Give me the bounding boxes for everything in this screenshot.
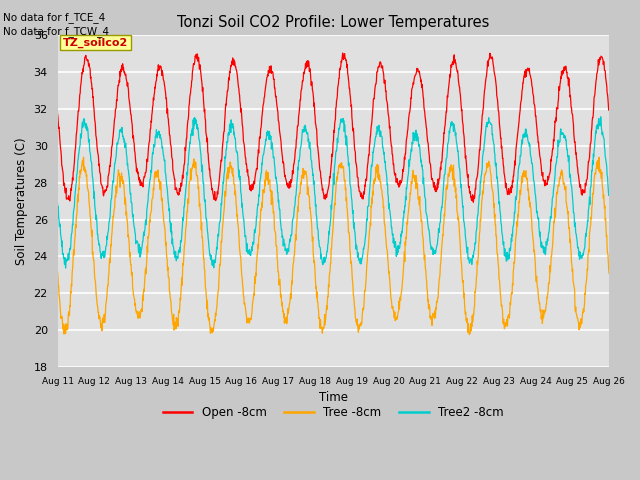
Legend: Open -8cm, Tree -8cm, Tree2 -8cm: Open -8cm, Tree -8cm, Tree2 -8cm xyxy=(158,402,508,424)
Text: No data for f_TCE_4: No data for f_TCE_4 xyxy=(3,12,106,23)
Title: Tonzi Soil CO2 Profile: Lower Temperatures: Tonzi Soil CO2 Profile: Lower Temperatur… xyxy=(177,15,490,30)
Text: No data for f_TCW_4: No data for f_TCW_4 xyxy=(3,26,109,37)
X-axis label: Time: Time xyxy=(319,391,348,404)
Text: TZ_soilco2: TZ_soilco2 xyxy=(63,37,128,48)
Y-axis label: Soil Temperatures (C): Soil Temperatures (C) xyxy=(15,137,28,265)
